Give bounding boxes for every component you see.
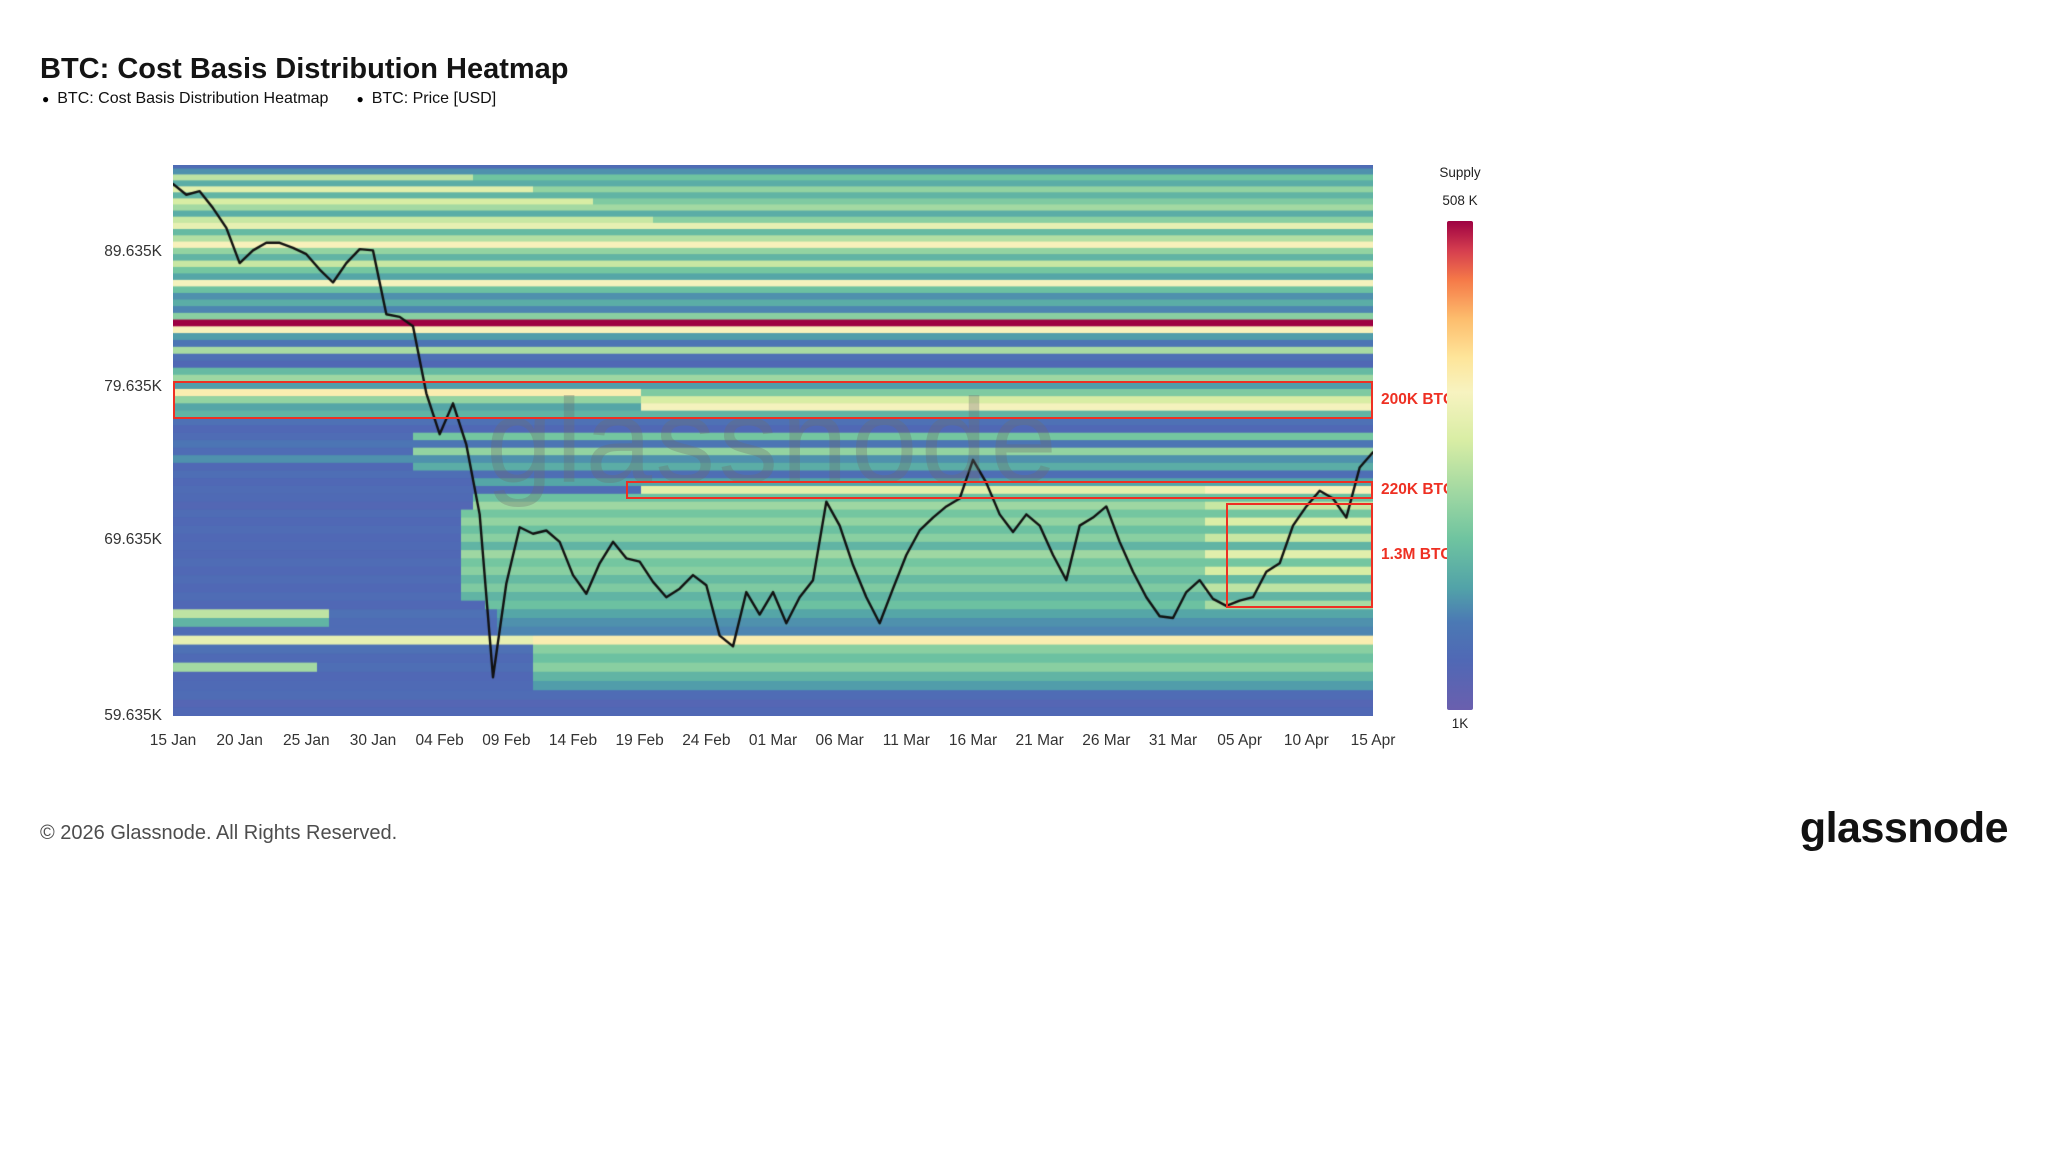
y-axis-tick: 89.635K [104, 243, 162, 261]
y-axis-tick: 59.635K [104, 707, 162, 724]
x-axis-tick: 04 Feb [415, 732, 464, 749]
x-axis-tick: 26 Mar [1082, 732, 1131, 749]
x-axis-tick: 25 Jan [283, 732, 330, 749]
x-axis-tick: 24 Feb [682, 732, 731, 749]
heatmap-canvas[interactable] [173, 165, 1373, 716]
x-axis-tick: 15 Jan [149, 732, 197, 749]
x-axis-tick: 20 Jan [216, 732, 263, 749]
annotation-label-220k-btc: 220K BTC [1381, 480, 1455, 498]
colorbar-title: Supply [1439, 165, 1481, 180]
heatmap-plot-area[interactable]: glassnode [173, 165, 1373, 716]
x-axis-tick: 14 Feb [548, 732, 598, 749]
annotation-label-200k-btc: 200K BTC [1381, 390, 1455, 408]
y-axis-tick: 79.635K [104, 378, 162, 396]
x-axis-tick: 19 Feb [615, 732, 664, 749]
legend-item-heatmap[interactable]: ● BTC: Cost Basis Distribution Heatmap [42, 90, 328, 108]
x-axis-tick: 09 Feb [482, 732, 531, 749]
x-axis-tick: 31 Mar [1148, 732, 1198, 749]
x-axis-tick: 06 Mar [815, 732, 864, 749]
legend: ● BTC: Cost Basis Distribution Heatmap ●… [42, 90, 496, 108]
copyright-text: © 2026 Glassnode. All Rights Reserved. [40, 822, 398, 844]
x-axis-tick: 05 Apr [1217, 732, 1263, 749]
legend-item-price[interactable]: ● BTC: Price [USD] [356, 90, 496, 108]
colorbar-max-label: 508 K [1442, 193, 1478, 208]
x-axis-tick: 01 Mar [748, 732, 798, 749]
x-axis-tick: 30 Jan [349, 732, 397, 749]
colorbar-gradient [1447, 221, 1473, 710]
page-title: BTC: Cost Basis Distribution Heatmap [40, 53, 569, 86]
x-axis-tick: 10 Apr [1283, 732, 1329, 749]
legend-dot-icon: ● [42, 92, 50, 106]
annotation-label-1-3m-btc: 1.3M BTC [1381, 546, 1452, 564]
x-axis-tick: 16 Mar [948, 732, 998, 749]
y-axis-tick: 69.635K [104, 530, 162, 548]
glassnode-logo: glassnode [1799, 804, 2009, 852]
colorbar-min-label: 1K [1451, 716, 1469, 731]
legend-label-price: BTC: Price [USD] [371, 90, 497, 107]
x-axis-tick: 21 Mar [1015, 732, 1064, 749]
legend-label-heatmap: BTC: Cost Basis Distribution Heatmap [57, 90, 329, 107]
legend-dot-icon: ● [356, 92, 364, 106]
x-axis-tick: 15 Apr [1350, 732, 1396, 749]
x-axis-tick: 11 Mar [882, 732, 930, 749]
